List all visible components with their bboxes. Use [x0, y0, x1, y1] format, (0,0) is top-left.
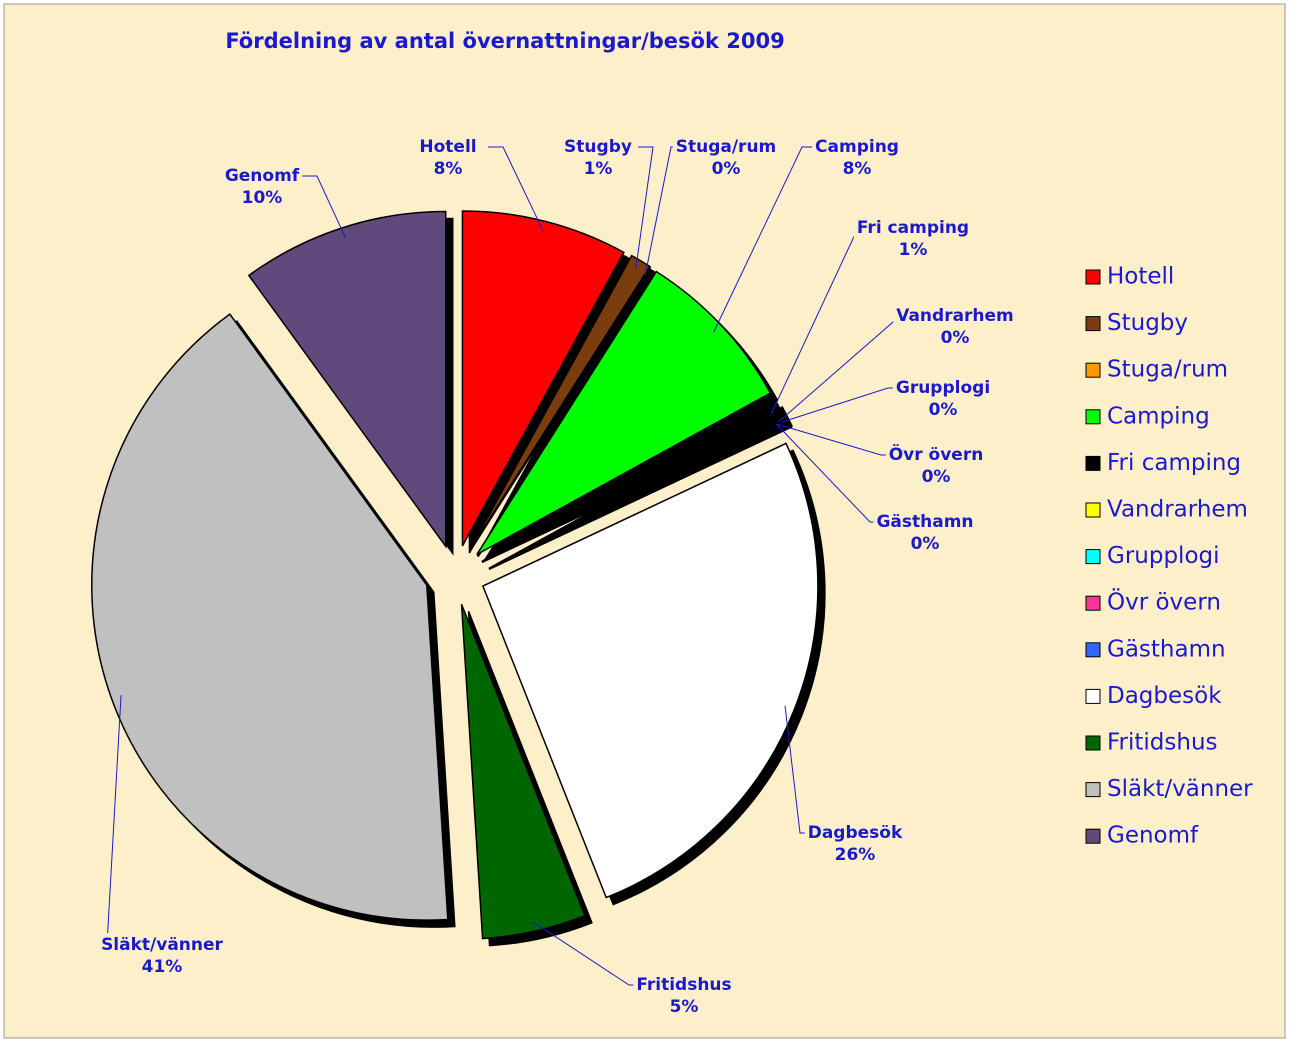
legend-swatch — [1085, 409, 1101, 425]
pie-slice — [481, 442, 819, 899]
slice-value-label: 0% — [712, 159, 741, 179]
slice-value-label: 41% — [142, 957, 183, 977]
label-bg — [812, 135, 902, 181]
legend-swatch — [1085, 362, 1101, 378]
pie-slice — [481, 418, 786, 563]
label-bg — [633, 973, 735, 1019]
slice-label: Gästhamn — [876, 512, 973, 532]
label-bg — [416, 135, 480, 181]
slice-label: Grupplogi — [896, 378, 990, 398]
slice-label: Hotell — [419, 137, 476, 157]
slice-value-label: 0% — [922, 467, 951, 487]
legend-label: Gästhamn — [1107, 636, 1226, 662]
label-bg — [221, 164, 303, 210]
slice-value-label: 10% — [242, 188, 283, 208]
legend-label: Camping — [1107, 403, 1210, 429]
legend-label: Hotell — [1107, 264, 1174, 290]
slice-label: Fritidshus — [636, 975, 731, 995]
legend-label: Dagbesök — [1107, 683, 1222, 709]
slice-value-label: 1% — [899, 240, 928, 260]
pie-slice — [461, 210, 625, 547]
slice-value-label: 8% — [434, 159, 463, 179]
pie-slice — [469, 254, 651, 550]
slice-value-label: 8% — [843, 159, 872, 179]
label-bg — [561, 135, 635, 181]
legend-swatch — [1085, 549, 1101, 565]
slice-label: Vandrarhem — [896, 306, 1014, 326]
legend-swatch — [1085, 269, 1101, 285]
leader-line — [713, 146, 817, 333]
pie-slice — [460, 604, 586, 940]
label-bg — [853, 216, 973, 262]
legend-label: Fri camping — [1107, 450, 1241, 476]
legend-label: Stuga/rum — [1107, 357, 1228, 383]
legend-label: Fritidshus — [1107, 730, 1218, 756]
slice-value-label: 5% — [670, 997, 699, 1017]
legend-swatch — [1085, 688, 1101, 704]
leader-line — [635, 146, 654, 270]
slice-value-label: 0% — [941, 328, 970, 348]
slice-value-label: 1% — [584, 159, 613, 179]
slice-value-label: 0% — [929, 400, 958, 420]
pie-slice — [476, 270, 772, 556]
legend-label: Släkt/vänner — [1107, 776, 1253, 802]
leader-line — [302, 175, 346, 238]
slice-label: Stuga/rum — [676, 137, 777, 157]
legend-label: Vandrarhem — [1107, 497, 1248, 523]
slice-label: Genomf — [225, 166, 300, 186]
slice-label: Fri camping — [857, 218, 969, 238]
pie-slice — [91, 313, 449, 921]
pie-slice — [481, 398, 786, 563]
label-bg — [873, 510, 977, 556]
pie-slice — [247, 210, 447, 549]
slice-label: Stugby — [564, 137, 632, 157]
legend-label: Övr övern — [1107, 588, 1221, 616]
legend-swatch — [1085, 502, 1101, 518]
legend-label: Grupplogi — [1107, 543, 1220, 569]
slice-label: Camping — [815, 137, 899, 157]
label-bg — [672, 135, 780, 181]
legend-label: Stugby — [1107, 310, 1188, 336]
legend-swatch — [1085, 642, 1101, 658]
label-bg — [892, 376, 994, 422]
label-bg — [893, 304, 1017, 350]
legend-swatch — [1085, 455, 1101, 471]
legend-label: Genomf — [1107, 823, 1199, 849]
slice-label: Övr övern — [889, 443, 984, 465]
slice-value-label: 0% — [911, 534, 940, 554]
legend-swatch — [1085, 735, 1101, 751]
label-bg — [885, 443, 987, 489]
legend-swatch — [1085, 316, 1101, 332]
slice-label: Dagbesök — [808, 823, 903, 843]
legend-swatch — [1085, 782, 1101, 798]
chart-title: Fördelning av antal övernattningar/besök… — [225, 29, 784, 53]
legend-swatch — [1085, 595, 1101, 611]
label-bg — [98, 933, 226, 979]
slice-value-label: 26% — [835, 845, 876, 865]
label-bg — [804, 821, 906, 867]
leader-line — [488, 146, 544, 232]
slice-label: Släkt/vänner — [101, 935, 223, 955]
legend-swatch — [1085, 828, 1101, 844]
